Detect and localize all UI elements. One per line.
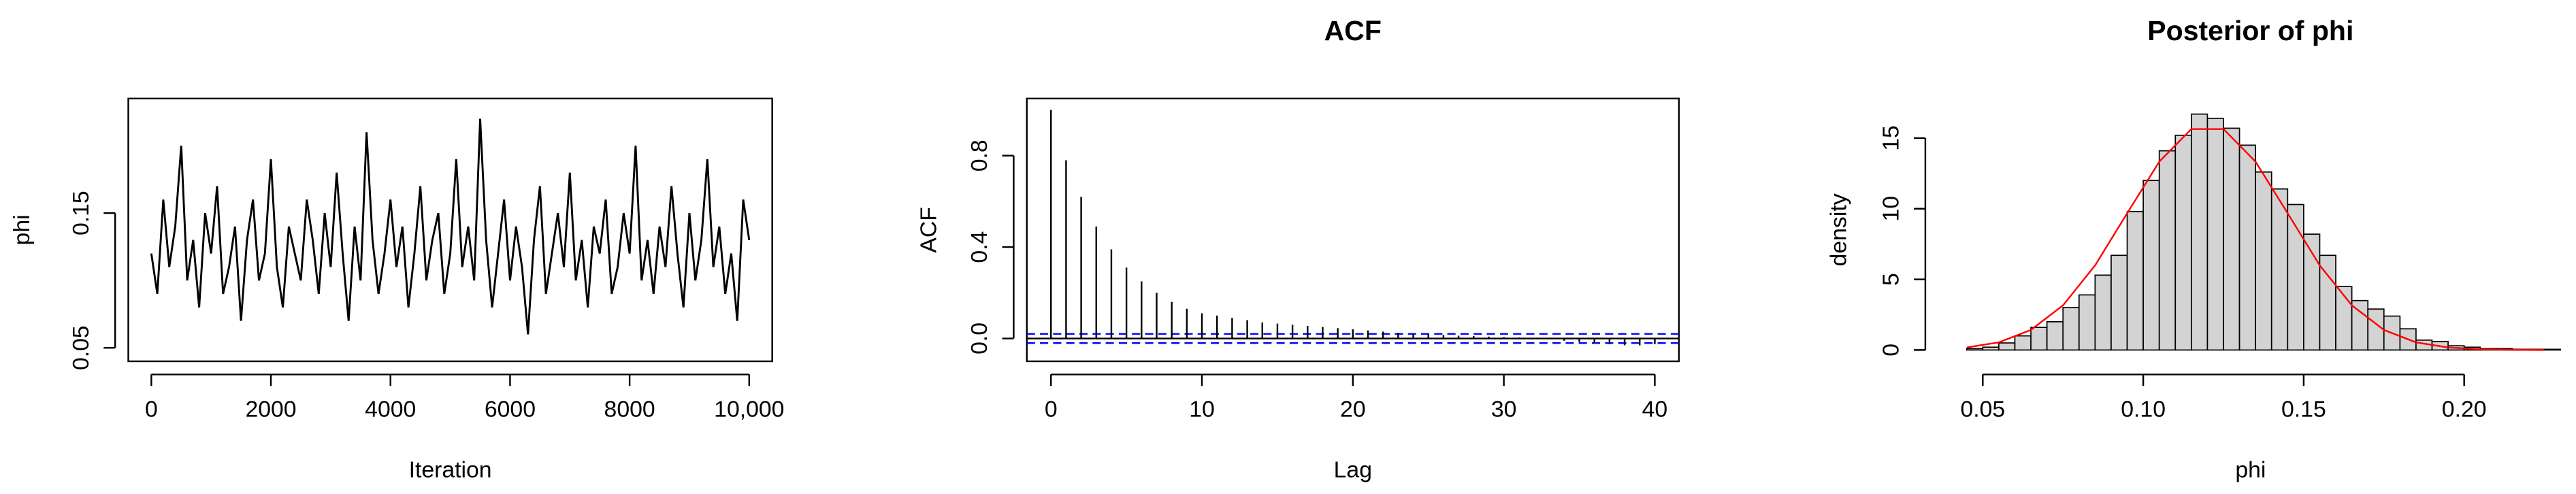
histogram-bar [2174,134,2192,351]
histogram-bar [1982,346,2000,351]
trace-line [150,118,751,335]
histogram-bar [2367,308,2385,351]
chart-title: Posterior of phi [2147,15,2353,46]
x-axis-label: Iteration [409,457,492,483]
y-tick-label: 0.15 [68,191,94,235]
x-tick-label: 30 [1491,396,1517,422]
plot-frame [127,97,773,363]
y-tick-label: 0.8 [966,139,992,171]
histogram-bar [2255,171,2272,351]
x-tick-label: 0.05 [1960,396,2005,422]
histogram-bar [2078,294,2096,351]
histogram-bar [2110,254,2128,351]
histogram-bar [2191,113,2208,351]
x-tick-label: 2000 [245,396,296,422]
x-tick-label: 4000 [365,396,416,422]
histogram-bar [1966,348,1984,351]
x-tick-label: 0 [145,396,158,422]
y-tick-label: 0.05 [68,325,94,370]
histogram-bar [2030,327,2048,351]
histogram-bar [2014,335,2032,351]
x-tick-label: 40 [1642,396,1668,422]
histogram-bar [2223,127,2240,351]
x-tick-label: 0.15 [2281,396,2326,422]
plot-frame [1026,97,1680,363]
histogram-bar [2158,150,2176,351]
x-tick-label: 6000 [485,396,536,422]
y-tick-label: 0.4 [966,231,992,263]
histogram-bar [2062,307,2080,351]
chart-title: ACF [1324,15,1382,46]
x-axis-label: phi [2235,457,2266,483]
y-tick-label: 15 [1878,125,1904,151]
histogram-bar [2094,274,2112,351]
x-tick-label: 20 [1340,396,1366,422]
histogram-bar [2126,211,2144,351]
y-tick-label: 5 [1878,273,1904,286]
histogram-bar [2206,118,2224,351]
x-tick-label: 0.10 [2121,396,2166,422]
histogram-bar [2270,188,2289,351]
y-tick-label: 0.0 [966,323,992,355]
x-tick-label: 8000 [604,396,655,422]
histogram-bar [1998,342,2016,351]
x-tick-label: 0 [1045,396,1058,422]
x-tick-label: 10,000 [714,396,784,422]
histogram-bar [2046,321,2064,351]
y-axis-label: ACF [915,207,941,253]
y-tick-label: 10 [1878,196,1904,222]
x-tick-label: 0.20 [2442,396,2487,422]
histogram-bar [2543,348,2561,351]
x-axis-label: Lag [1334,457,1372,483]
y-axis-label: density [1825,193,1851,266]
y-tick-label: 0 [1878,344,1904,357]
density-curve [1966,128,2545,351]
x-tick-label: 10 [1189,396,1215,422]
y-axis-label: phi [9,214,35,245]
histogram-bar [2238,144,2257,351]
histogram-bar [2142,180,2160,351]
